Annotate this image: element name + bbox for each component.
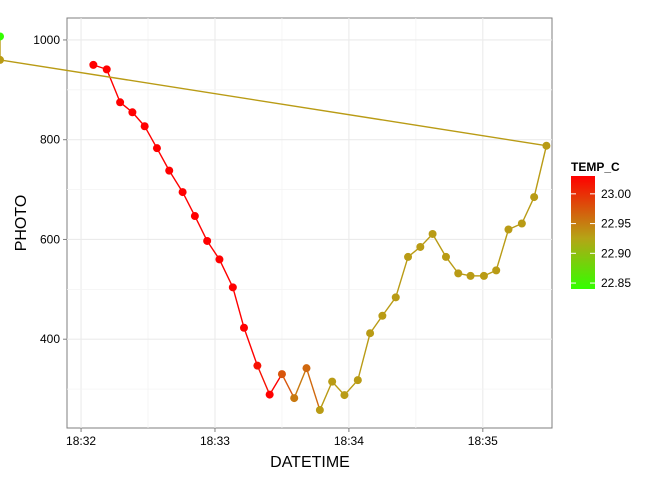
x-axis: 18:32 18:33 18:34 18:35 bbox=[66, 428, 498, 448]
data-point bbox=[178, 188, 187, 197]
series-line-segment bbox=[521, 196, 535, 224]
data-point bbox=[441, 252, 450, 261]
data-point bbox=[315, 406, 324, 415]
data-point bbox=[140, 122, 149, 131]
series-lines bbox=[0, 36, 548, 411]
data-point bbox=[328, 377, 337, 386]
data-point bbox=[253, 361, 262, 370]
data-point bbox=[530, 193, 539, 202]
series-line-segment bbox=[156, 147, 170, 171]
y-tick-label: 600 bbox=[40, 232, 60, 246]
series-line-segment bbox=[293, 367, 308, 399]
data-point bbox=[265, 390, 274, 399]
series-line-segment bbox=[243, 327, 259, 366]
data-point bbox=[89, 60, 98, 69]
series-line-segment bbox=[305, 367, 321, 411]
legend-label: 23.00 bbox=[601, 187, 631, 201]
data-point bbox=[128, 108, 137, 117]
y-axis: 400 600 800 1000 bbox=[33, 33, 67, 346]
data-point bbox=[290, 394, 299, 403]
data-point bbox=[428, 229, 437, 238]
data-point bbox=[152, 144, 161, 153]
data-point bbox=[492, 266, 501, 275]
x-axis-title: DATETIME bbox=[270, 454, 350, 471]
legend-title: TEMP_C bbox=[571, 160, 620, 174]
y-axis-title: PHOTO bbox=[13, 195, 30, 252]
data-point bbox=[340, 391, 349, 400]
data-point bbox=[0, 32, 4, 41]
data-point bbox=[517, 219, 526, 228]
data-point bbox=[277, 370, 286, 379]
data-point bbox=[479, 271, 488, 280]
data-point bbox=[404, 252, 413, 261]
data-point bbox=[203, 236, 212, 245]
series-line-segment bbox=[395, 256, 409, 298]
x-tick-label: 18:33 bbox=[200, 434, 230, 448]
data-point bbox=[102, 65, 111, 74]
series-line-segment bbox=[194, 215, 208, 242]
data-point bbox=[391, 293, 400, 302]
series-line-segment bbox=[218, 259, 234, 288]
legend-label: 22.95 bbox=[601, 217, 631, 231]
x-tick-label: 18:34 bbox=[334, 434, 364, 448]
series-line-segment bbox=[181, 191, 196, 217]
series-line-segment bbox=[357, 333, 371, 381]
data-point bbox=[504, 225, 513, 234]
data-point bbox=[378, 311, 387, 320]
data-point bbox=[416, 242, 425, 251]
data-point bbox=[215, 255, 224, 264]
series-line-segment bbox=[319, 381, 333, 411]
series-line-segment bbox=[144, 125, 158, 149]
y-tick-label: 400 bbox=[40, 332, 60, 346]
series-line-segment bbox=[232, 287, 245, 328]
series-line-segment bbox=[0, 59, 547, 147]
y-tick-label: 800 bbox=[40, 133, 60, 147]
data-point bbox=[353, 376, 362, 385]
series-points bbox=[0, 32, 551, 415]
series-line-segment bbox=[533, 145, 548, 198]
data-point bbox=[116, 98, 125, 107]
x-tick-label: 18:32 bbox=[66, 434, 96, 448]
y-tick-label: 1000 bbox=[33, 33, 60, 47]
legend-label: 22.90 bbox=[601, 246, 631, 260]
data-point bbox=[239, 323, 248, 332]
data-point bbox=[228, 283, 237, 292]
series-line-segment bbox=[431, 233, 447, 258]
data-point bbox=[366, 329, 375, 338]
data-point bbox=[466, 271, 475, 280]
legend-color-bar bbox=[571, 176, 595, 289]
data-point bbox=[302, 364, 311, 373]
color-legend: TEMP_C 23.00 22.95 22.90 22.85 bbox=[571, 160, 631, 290]
legend-label: 22.85 bbox=[601, 276, 631, 290]
series-line-segment bbox=[281, 373, 295, 399]
series-line-segment bbox=[495, 229, 510, 271]
series-line-segment bbox=[168, 170, 184, 193]
data-point bbox=[542, 141, 551, 150]
series-line-segment bbox=[106, 69, 121, 103]
grid-lines bbox=[67, 18, 552, 428]
data-point bbox=[165, 166, 174, 175]
data-point bbox=[454, 269, 463, 278]
series-line-segment bbox=[256, 365, 271, 395]
data-point bbox=[0, 55, 4, 64]
data-point bbox=[190, 212, 199, 221]
legend-ticks: 23.00 22.95 22.90 22.85 bbox=[571, 187, 631, 290]
x-tick-label: 18:35 bbox=[468, 434, 498, 448]
